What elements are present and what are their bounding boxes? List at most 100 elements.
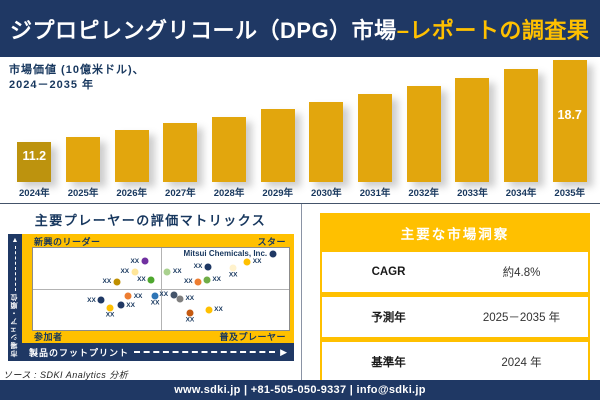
bar-slot: 18.7 2035年: [545, 60, 594, 199]
player-matrix-panel: 主要プレーヤーの評価マトリックス ▲ 市場シェア・順位 新興のリーダー スター …: [0, 204, 301, 380]
row-separator: [322, 292, 588, 297]
bar-category-label: 2024年: [19, 188, 50, 199]
quadrant-label-pervasive-players: 普及プレーヤー: [219, 332, 286, 342]
bar-category-label: 2031年: [359, 188, 391, 199]
point-label: XX: [102, 278, 112, 286]
bar-category-label: 2027年: [165, 188, 196, 199]
point-label: XX: [183, 278, 193, 286]
matrix-point: XX: [176, 295, 194, 303]
point-label: XX: [137, 276, 146, 284]
bar-slot: 2033年: [448, 77, 497, 199]
matrix-body: 新興のリーダー スター 参加者 普及プレーヤー XX XX XX XX XX XX XX XX…: [22, 234, 294, 361]
axis-up-arrow-icon: ▲: [11, 237, 19, 244]
page-title-accent: –レポートの調査果: [396, 17, 590, 43]
bar: [163, 123, 198, 182]
bar-slot: 11.2 2024年: [10, 142, 59, 199]
point-label: XX: [87, 296, 96, 304]
header-banner: ジプロピレングリコール（DPG）市場–レポートの調査果: [0, 0, 600, 57]
insights-row-label: CAGR: [371, 266, 406, 278]
matrix-point: XX: [137, 276, 155, 284]
point-label: XX: [252, 258, 262, 266]
insights-row-value: 2024 年: [501, 357, 542, 369]
bar-category-label: 2034年: [505, 188, 537, 199]
matrix-point: XX: [103, 278, 121, 286]
matrix-title: 主要プレーヤーの評価マトリックス: [34, 213, 267, 228]
bar-category-label: 2028年: [213, 188, 245, 199]
x-axis-dashed-line: [134, 351, 276, 353]
row-separator: [322, 337, 588, 342]
bar: [114, 130, 149, 182]
insights-panel: 主要な市場洞察 CAGR 約4.8% 予測年 2025－2035 年基準年 2024 年: [302, 204, 600, 384]
point-label: XX: [105, 311, 115, 319]
bar: [309, 101, 344, 182]
insights-table-title: 主要な市場洞察: [322, 215, 588, 252]
bar-category-label: 2035年: [554, 188, 586, 199]
matrix-y-axis: ▲ 市場シェア・順位: [8, 234, 22, 361]
insights-row-value: 約4.8%: [502, 267, 541, 279]
matrix-point: XX: [186, 309, 194, 323]
point-label: XX: [150, 299, 160, 307]
bar-category-label: 2032年: [408, 188, 440, 199]
bar-slot: 2025年: [59, 136, 108, 199]
bar-series: 11.2 2024年 2025年 2026年 2027年 2028年 2029年 2030年 2…: [10, 60, 594, 199]
bar-value-label: 18.7: [557, 108, 582, 122]
insights-table-body: CAGR 約4.8% 予測年 2025－2035 年基準年 2024 年: [322, 252, 588, 382]
bar-slot: 2032年: [399, 86, 448, 199]
bar: 11.2: [17, 142, 52, 182]
matrix-point: XX: [243, 258, 261, 266]
bar-slot: 2027年: [156, 123, 205, 199]
vertical-divider: [301, 204, 302, 380]
insights-row-value: 2025－2035 年: [482, 312, 561, 324]
point-label: XX: [193, 263, 203, 271]
bar-category-label: 2029年: [262, 188, 294, 199]
x-axis-label: 製品のフットプリント: [29, 347, 130, 358]
matrix-point: XX: [124, 292, 142, 300]
matrix-point: XX: [87, 296, 105, 304]
bar-slot: 2029年: [253, 109, 302, 199]
matrix-point-highlighted: Mitsui Chemicals, Inc.: [184, 249, 277, 258]
axis-right-arrow-icon: ▶: [280, 346, 287, 357]
footer-contact-info: www.sdki.jp | +81-505-050-9337 | info@sd…: [174, 384, 426, 396]
quadrant-label-participants: 参加者: [34, 332, 63, 342]
point-label: XX: [159, 291, 169, 299]
matrix-plot-area: XX XX XX XX XX XX XX XX Mitsui Chemicals, Inc. XX…: [32, 247, 290, 331]
matrix-point: XX: [163, 268, 182, 276]
bar-slot: 2030年: [302, 101, 351, 199]
bar-slot: 2031年: [351, 93, 400, 199]
bar: 18.7: [552, 60, 587, 182]
matrix-point: XX: [194, 263, 212, 271]
point-label: XX: [120, 268, 130, 276]
quadrant-label-emerging-leaders: 新興のリーダー: [34, 237, 101, 247]
point-label: XX: [185, 295, 195, 303]
bar: [358, 93, 393, 182]
page-title: ジプロピレングリコール（DPG）市場–レポートの調査果: [10, 13, 589, 45]
page-title-main: ジプロピレングリコール（DPG）市場: [10, 17, 397, 43]
bar: [406, 86, 441, 182]
bar-category-label: 2026年: [116, 188, 147, 199]
matrix-point: XX: [151, 292, 159, 307]
bar-category-label: 2030年: [311, 188, 342, 199]
matrix-point: XX: [106, 304, 114, 318]
insights-row-label: 基準年: [371, 357, 406, 369]
bar-category-label: 2033年: [457, 188, 488, 199]
point-label: XX: [133, 292, 143, 300]
point-label: XX: [185, 316, 195, 324]
y-axis-label: 市場シェア・順位: [11, 293, 18, 357]
insights-table: 主要な市場洞察 CAGR 約4.8% 予測年 2025－2035 年基準年 2024 年: [320, 213, 590, 384]
point-label: XX: [126, 301, 135, 309]
chart-subtitle-line2: 2024－2035 年: [9, 79, 94, 92]
matrix-point: XX: [117, 301, 135, 309]
point-label: XX: [172, 268, 182, 276]
bottom-section: 主要プレーヤーの評価マトリックス ▲ 市場シェア・順位 新興のリーダー スター …: [0, 204, 600, 384]
evaluation-matrix: ▲ 市場シェア・順位 新興のリーダー スター 参加者 普及プレーヤー XX XX X…: [8, 234, 294, 361]
insights-row: CAGR 約4.8%: [322, 252, 588, 292]
quadrant-label-stars: スター: [257, 237, 286, 247]
matrix-point: XX: [120, 268, 139, 276]
bar-value-label: 11.2: [22, 149, 47, 163]
point-label: XX: [228, 271, 238, 279]
footer-banner: www.sdki.jp | +81-505-050-9337 | info@sd…: [0, 380, 600, 400]
company-name-label: Mitsui Chemicals, Inc.: [183, 249, 268, 259]
chart-subtitle-line1: 市場価値 (10億米ドル)、: [9, 64, 145, 76]
bar-slot: 2026年: [107, 130, 156, 199]
insights-row: 基準年 2024 年: [322, 342, 588, 382]
